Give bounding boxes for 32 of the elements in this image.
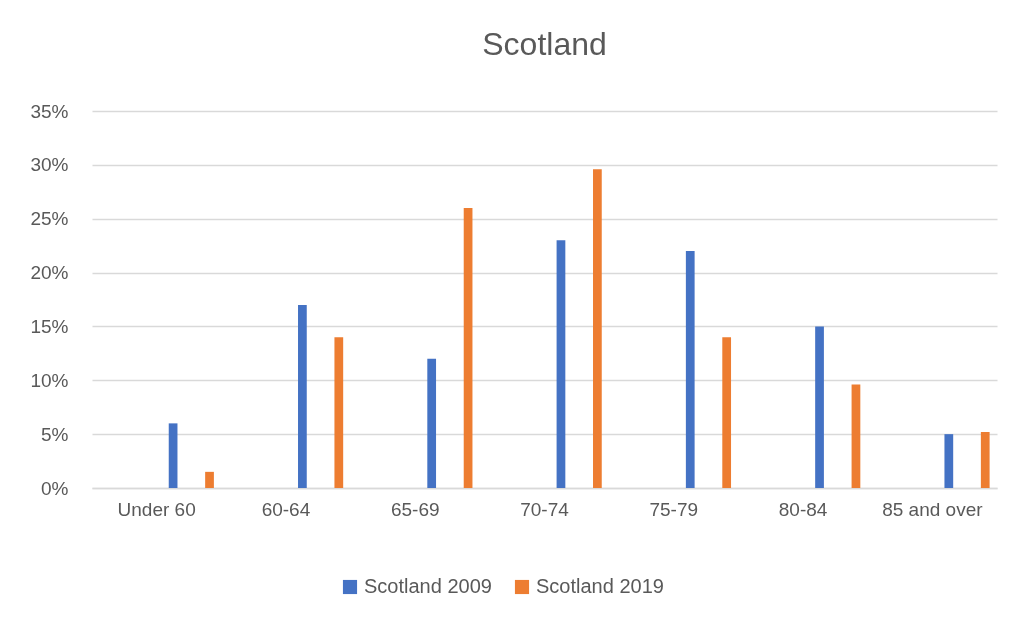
x-tick-label: 75-79 (649, 498, 699, 520)
y-tick-label: 30% (30, 154, 69, 176)
x-tick-label: 70-74 (520, 498, 570, 520)
bar (722, 337, 732, 488)
bar (334, 337, 344, 488)
x-tick-label: Under 60 (117, 498, 196, 520)
y-tick-label: 0% (41, 477, 69, 499)
y-tick-label: 25% (30, 208, 69, 230)
bar (593, 169, 602, 488)
bar (685, 251, 695, 488)
bar (851, 384, 861, 488)
bar (427, 358, 437, 488)
bar (815, 326, 824, 488)
bar (980, 431, 990, 488)
bar (205, 471, 214, 488)
bar (463, 207, 473, 488)
y-tick-label: 10% (30, 369, 69, 391)
x-tick-label: 80-84 (778, 498, 828, 520)
legend-label: Scotland 2009 (364, 575, 492, 597)
legend-label: Scotland 2019 (536, 575, 664, 597)
bar (944, 434, 954, 488)
y-tick-label: 5% (41, 423, 69, 445)
y-tick-label: 35% (30, 100, 69, 122)
x-tick-label: 85 and over (882, 498, 984, 520)
bar (168, 423, 178, 488)
x-tick-label: 65-69 (390, 498, 440, 520)
x-tick-label: 60-64 (261, 498, 311, 520)
y-tick-label: 20% (30, 262, 69, 284)
chart-title: Scotland (482, 26, 607, 62)
y-tick-label: 15% (30, 315, 69, 337)
bar (556, 240, 566, 488)
bar (298, 304, 307, 488)
